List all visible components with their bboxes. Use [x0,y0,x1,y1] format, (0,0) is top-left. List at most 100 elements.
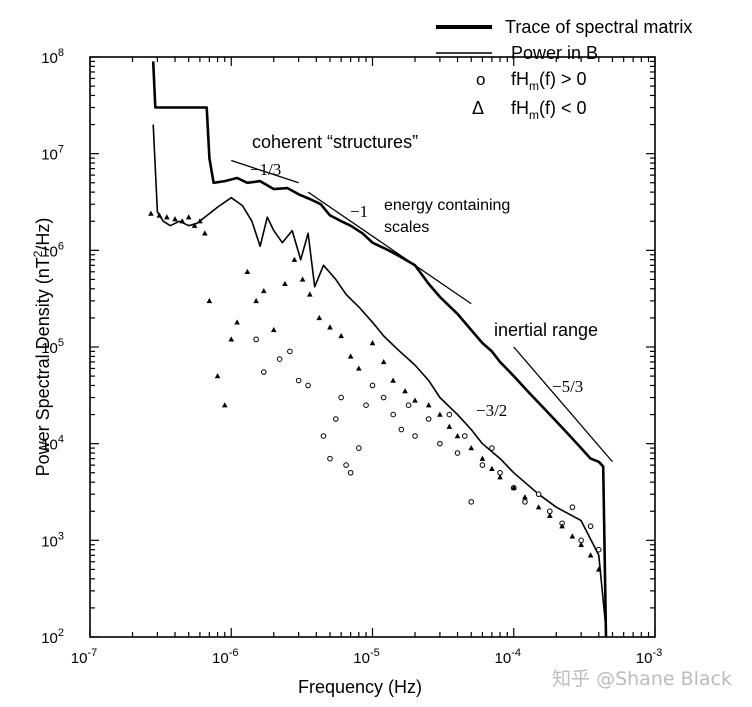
negative-helicity-point [479,455,486,461]
positive-helicity-point [405,402,412,408]
negative-helicity-point [316,314,323,321]
negative-helicity-point [437,411,443,417]
negative-helicity-point [307,291,313,297]
positive-helicity-point [253,336,259,343]
legend-power-label: Power in B [511,43,598,63]
annotation-energy-containing: energy containing [384,197,510,214]
negative-helicity-point [270,326,277,333]
negative-helicity-point [148,210,154,216]
negative-helicity-point [179,218,186,224]
negative-helicity-point [338,332,344,339]
negative-helicity-point [253,297,259,304]
negative-helicity-point [559,523,565,529]
negative-helicity-point [291,256,298,262]
positive-helicity-point [587,523,594,530]
watermark: 知乎 @Shane Black [552,668,732,690]
negative-helicity-point [446,423,453,429]
negative-helicity-point [156,212,163,218]
positive-helicity-point [489,445,495,451]
legend-negative-label: fHm(f) < 0 [511,98,587,122]
positive-helicity-point [569,504,576,511]
negative-helicity-point [369,339,376,346]
negative-helicity-point [172,216,178,222]
slope-reference-line [231,159,299,184]
x-tick-label: 10-7 [71,647,97,667]
positive-helicity-point [412,433,418,439]
negative-helicity-point [347,353,354,359]
negative-helicity-point [197,218,203,224]
legend-negative-symbol: Δ [472,98,484,118]
negative-helicity-point [569,533,576,539]
y-tick-label: 103 [41,530,64,550]
y-tick-label: 106 [41,240,64,260]
plot-frame [89,56,656,638]
positive-helicity-point [461,433,468,439]
slope-reference-line [513,346,613,463]
negative-helicity-point [299,276,306,282]
positive-helicity-point [522,499,528,505]
x-tick-label: 10-4 [495,647,521,667]
slope-reference-lines [231,159,613,463]
negative-helicity-point [454,433,461,439]
negative-helicity-point [228,336,235,342]
negative-helicity-point [547,512,553,518]
positive-helicity-point [380,394,387,401]
positive-helicity-point [595,546,602,553]
y-axis-label: Power Spectral Density (nT2/Hz) [31,218,53,477]
trace-series-line [151,61,608,638]
positive-helicity-point [338,394,344,401]
negative-helicity-point [185,214,192,220]
annotation-slope-1: −1 [350,202,368,221]
negative-helicity-point [510,484,517,490]
annotation-slope-3-2: −3/2 [476,401,507,420]
negative-helicity-point [468,445,475,451]
positive-helicity-point [356,445,362,451]
negative-helicity-point [522,494,528,500]
negative-helicity-point [356,365,362,371]
positive-helicity-point [305,382,311,389]
legend-positive-label: fHm(f) > 0 [511,69,587,93]
positive-helicity-point [479,462,486,468]
negative-helicity-point [221,402,228,408]
positive-helicity-point [437,440,443,447]
y-tick-label: 102 [41,627,64,647]
positive-helicity-point [295,377,302,384]
negative-helicity-point [202,230,208,236]
x-axis-label: Frequency (Hz) [298,677,422,697]
positive-helicity-point [390,411,396,418]
negative-helicity-point [390,377,396,383]
annotation-slope-5-3: −5/3 [552,377,583,396]
negative-helicity-point [402,388,408,394]
legend-positive-symbol: o [476,70,485,89]
negative-helicity-point [234,319,240,325]
x-tick-label: 10-6 [212,647,238,667]
positive-helicity-point [468,499,475,505]
positive-helicity-point [535,491,542,498]
positive-helicity-point [276,356,283,362]
positive-helicity-point [333,416,339,422]
negative-helicity-point [261,287,267,294]
positive-helicity-point [347,469,354,476]
negative-helicity-point [425,402,432,408]
negative-helicity-point [587,552,594,558]
positive-helicity-point [327,455,333,462]
negative-helicity-point [206,297,213,304]
tick-labels: 10-7 10-6 10-5 10-4 10-3 102 103 104 105 106 107 10… [41,47,662,667]
negative-helicity-point [412,397,418,403]
positive-helicity-point [343,462,349,468]
annotation-scales: scales [384,219,429,236]
positive-helicity-point [425,416,432,422]
slope-reference-line [307,191,472,305]
x-tick-label: 10-5 [353,647,379,667]
annotations: coherent “structures” −1/3 −1 energy con… [250,132,598,420]
positive-helicity-point [369,382,376,389]
y-tick-label: 107 [41,144,64,164]
annotation-inertial-range: inertial range [494,320,598,340]
positive-helicity-point [398,426,405,433]
marker-layer [148,210,602,572]
positive-helicity-point [446,411,453,418]
negative-helicity-point [380,358,387,365]
positive-helicity-point [320,433,327,439]
legend-trace-label: Trace of spectral matrix [505,17,692,37]
